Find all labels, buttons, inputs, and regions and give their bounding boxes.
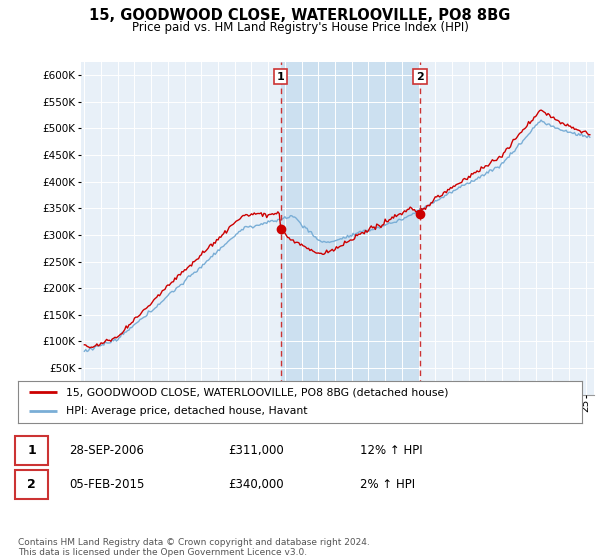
Text: HPI: Average price, detached house, Havant: HPI: Average price, detached house, Hava… [66, 407, 307, 417]
Text: 28-SEP-2006: 28-SEP-2006 [69, 444, 144, 458]
Text: 1: 1 [277, 72, 284, 82]
Bar [281, 62, 420, 395]
Text: 05-FEB-2015: 05-FEB-2015 [69, 478, 145, 491]
Text: 1: 1 [27, 444, 36, 458]
Text: Price paid vs. HM Land Registry's House Price Index (HPI): Price paid vs. HM Land Registry's House … [131, 21, 469, 34]
Text: £311,000: £311,000 [228, 444, 284, 458]
Text: 2: 2 [416, 72, 424, 82]
Text: 2: 2 [27, 478, 36, 491]
Text: Contains HM Land Registry data © Crown copyright and database right 2024.
This d: Contains HM Land Registry data © Crown c… [18, 538, 370, 557]
Text: 12% ↑ HPI: 12% ↑ HPI [360, 444, 422, 458]
Text: 15, GOODWOOD CLOSE, WATERLOOVILLE, PO8 8BG (detached house): 15, GOODWOOD CLOSE, WATERLOOVILLE, PO8 8… [66, 387, 448, 397]
Text: 2% ↑ HPI: 2% ↑ HPI [360, 478, 415, 491]
Text: 15, GOODWOOD CLOSE, WATERLOOVILLE, PO8 8BG: 15, GOODWOOD CLOSE, WATERLOOVILLE, PO8 8… [89, 8, 511, 24]
Text: £340,000: £340,000 [228, 478, 284, 491]
